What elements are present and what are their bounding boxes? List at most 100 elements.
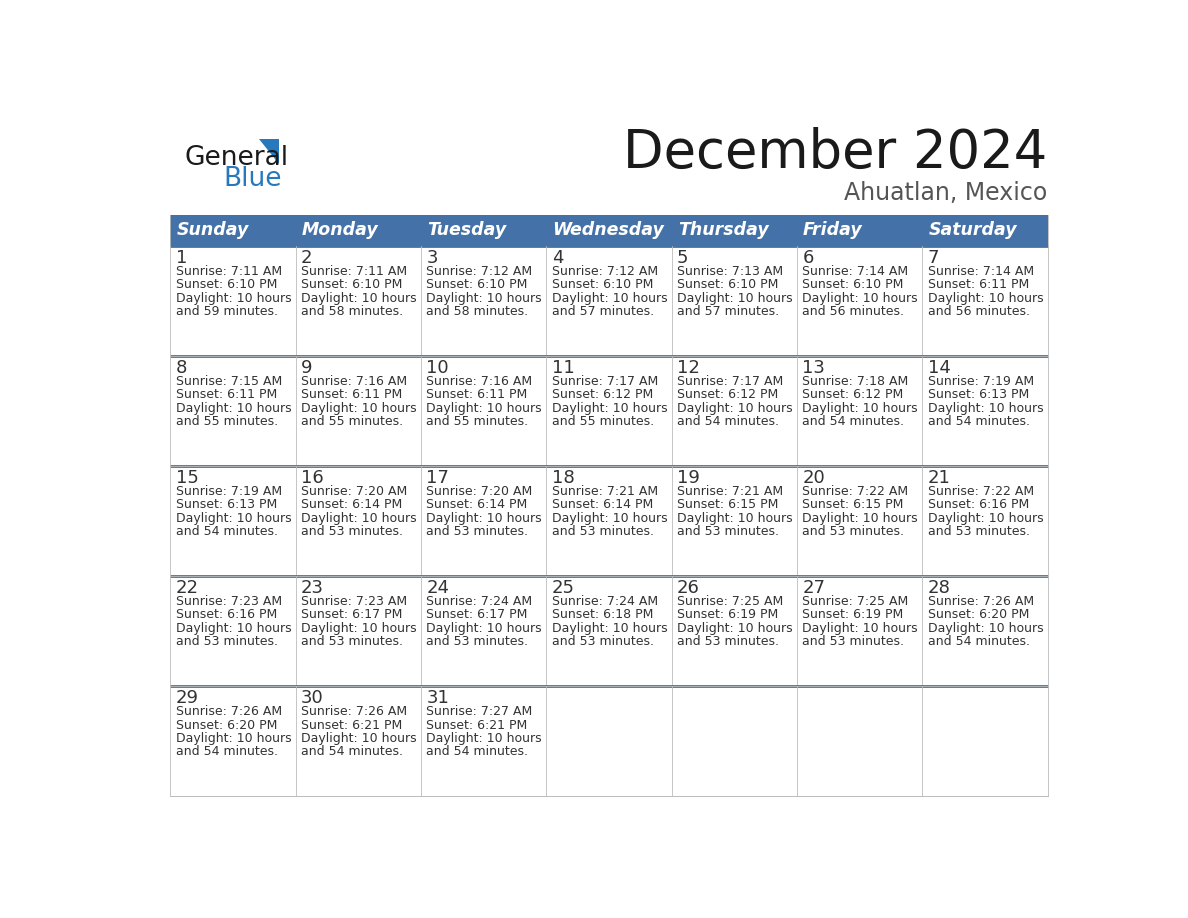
Text: and 55 minutes.: and 55 minutes. bbox=[301, 415, 403, 428]
Text: Daylight: 10 hours: Daylight: 10 hours bbox=[426, 292, 542, 305]
Bar bbox=[296, 686, 421, 796]
Text: Daylight: 10 hours: Daylight: 10 hours bbox=[551, 292, 668, 305]
Text: Sunset: 6:17 PM: Sunset: 6:17 PM bbox=[301, 609, 403, 621]
Text: Sunset: 6:21 PM: Sunset: 6:21 PM bbox=[426, 719, 527, 732]
Bar bbox=[421, 686, 546, 796]
Text: Sunset: 6:15 PM: Sunset: 6:15 PM bbox=[802, 498, 904, 511]
Text: Daylight: 10 hours: Daylight: 10 hours bbox=[301, 621, 417, 635]
Text: Daylight: 10 hours: Daylight: 10 hours bbox=[176, 621, 291, 635]
Bar bbox=[797, 576, 922, 686]
Text: and 53 minutes.: and 53 minutes. bbox=[677, 635, 779, 648]
Bar bbox=[922, 246, 1048, 356]
Text: Daylight: 10 hours: Daylight: 10 hours bbox=[176, 511, 291, 525]
Text: Sunrise: 7:20 AM: Sunrise: 7:20 AM bbox=[426, 485, 532, 498]
Text: Sunrise: 7:26 AM: Sunrise: 7:26 AM bbox=[176, 705, 282, 718]
Bar bbox=[671, 215, 797, 246]
Text: and 53 minutes.: and 53 minutes. bbox=[928, 525, 1030, 538]
Text: and 54 minutes.: and 54 minutes. bbox=[802, 415, 904, 428]
Bar bbox=[421, 466, 546, 576]
Text: and 57 minutes.: and 57 minutes. bbox=[551, 305, 653, 318]
Bar bbox=[797, 466, 922, 576]
Text: Sunset: 6:12 PM: Sunset: 6:12 PM bbox=[677, 388, 778, 401]
Text: Sunrise: 7:14 AM: Sunrise: 7:14 AM bbox=[802, 264, 909, 277]
Text: 18: 18 bbox=[551, 469, 574, 487]
Text: Blue: Blue bbox=[223, 166, 283, 193]
Text: Sunrise: 7:17 AM: Sunrise: 7:17 AM bbox=[677, 375, 783, 387]
Text: Daylight: 10 hours: Daylight: 10 hours bbox=[802, 511, 918, 525]
Text: 31: 31 bbox=[426, 689, 449, 708]
Bar bbox=[421, 246, 546, 356]
Text: Daylight: 10 hours: Daylight: 10 hours bbox=[301, 402, 417, 415]
Text: 15: 15 bbox=[176, 469, 198, 487]
Text: Sunset: 6:11 PM: Sunset: 6:11 PM bbox=[928, 278, 1029, 291]
Text: Daylight: 10 hours: Daylight: 10 hours bbox=[176, 732, 291, 745]
Bar bbox=[296, 215, 421, 246]
Text: and 57 minutes.: and 57 minutes. bbox=[677, 305, 779, 318]
Text: Ahuatlan, Mexico: Ahuatlan, Mexico bbox=[845, 182, 1048, 206]
Text: Sunrise: 7:11 AM: Sunrise: 7:11 AM bbox=[176, 264, 282, 277]
Text: 19: 19 bbox=[677, 469, 700, 487]
Text: Friday: Friday bbox=[803, 221, 862, 240]
Bar bbox=[546, 576, 671, 686]
Bar bbox=[296, 356, 421, 466]
Text: Sunrise: 7:23 AM: Sunrise: 7:23 AM bbox=[301, 595, 407, 608]
Text: and 56 minutes.: and 56 minutes. bbox=[928, 305, 1030, 318]
Text: 6: 6 bbox=[802, 249, 814, 267]
Text: Daylight: 10 hours: Daylight: 10 hours bbox=[928, 292, 1043, 305]
Text: Sunrise: 7:19 AM: Sunrise: 7:19 AM bbox=[928, 375, 1034, 387]
Text: 26: 26 bbox=[677, 579, 700, 598]
Text: and 58 minutes.: and 58 minutes. bbox=[426, 305, 529, 318]
Bar bbox=[671, 356, 797, 466]
Bar bbox=[922, 356, 1048, 466]
Text: Sunset: 6:14 PM: Sunset: 6:14 PM bbox=[301, 498, 403, 511]
Text: Monday: Monday bbox=[302, 221, 379, 240]
Text: and 54 minutes.: and 54 minutes. bbox=[176, 525, 278, 538]
Text: 2: 2 bbox=[301, 249, 312, 267]
Text: 27: 27 bbox=[802, 579, 826, 598]
Text: and 53 minutes.: and 53 minutes. bbox=[426, 525, 529, 538]
Text: and 54 minutes.: and 54 minutes. bbox=[928, 415, 1030, 428]
Text: Sunrise: 7:20 AM: Sunrise: 7:20 AM bbox=[301, 485, 407, 498]
Text: Sunset: 6:19 PM: Sunset: 6:19 PM bbox=[802, 609, 904, 621]
Text: Sunday: Sunday bbox=[176, 221, 248, 240]
Text: Wednesday: Wednesday bbox=[552, 221, 664, 240]
Text: and 54 minutes.: and 54 minutes. bbox=[426, 745, 529, 758]
Text: 4: 4 bbox=[551, 249, 563, 267]
Bar bbox=[797, 686, 922, 796]
Bar bbox=[170, 466, 296, 576]
Text: Sunrise: 7:26 AM: Sunrise: 7:26 AM bbox=[301, 705, 407, 718]
Text: and 53 minutes.: and 53 minutes. bbox=[426, 635, 529, 648]
Text: Sunrise: 7:27 AM: Sunrise: 7:27 AM bbox=[426, 705, 532, 718]
Text: December 2024: December 2024 bbox=[624, 127, 1048, 178]
Text: 24: 24 bbox=[426, 579, 449, 598]
Text: Daylight: 10 hours: Daylight: 10 hours bbox=[301, 511, 417, 525]
Text: Daylight: 10 hours: Daylight: 10 hours bbox=[677, 292, 792, 305]
Text: 10: 10 bbox=[426, 359, 449, 377]
Text: Sunrise: 7:11 AM: Sunrise: 7:11 AM bbox=[301, 264, 407, 277]
Text: and 58 minutes.: and 58 minutes. bbox=[301, 305, 403, 318]
Text: 8: 8 bbox=[176, 359, 187, 377]
Text: Daylight: 10 hours: Daylight: 10 hours bbox=[551, 621, 668, 635]
Text: 28: 28 bbox=[928, 579, 950, 598]
Text: Daylight: 10 hours: Daylight: 10 hours bbox=[928, 511, 1043, 525]
Text: and 55 minutes.: and 55 minutes. bbox=[176, 415, 278, 428]
Text: Daylight: 10 hours: Daylight: 10 hours bbox=[176, 292, 291, 305]
Text: Sunset: 6:10 PM: Sunset: 6:10 PM bbox=[551, 278, 653, 291]
Bar bbox=[296, 466, 421, 576]
Text: 11: 11 bbox=[551, 359, 574, 377]
Text: 25: 25 bbox=[551, 579, 575, 598]
Text: Daylight: 10 hours: Daylight: 10 hours bbox=[426, 511, 542, 525]
Text: Sunrise: 7:24 AM: Sunrise: 7:24 AM bbox=[426, 595, 532, 608]
Text: Sunset: 6:21 PM: Sunset: 6:21 PM bbox=[301, 719, 403, 732]
Text: 20: 20 bbox=[802, 469, 824, 487]
Text: Sunset: 6:11 PM: Sunset: 6:11 PM bbox=[301, 388, 403, 401]
Text: Sunrise: 7:17 AM: Sunrise: 7:17 AM bbox=[551, 375, 658, 387]
Text: Sunrise: 7:15 AM: Sunrise: 7:15 AM bbox=[176, 375, 282, 387]
Bar bbox=[797, 246, 922, 356]
Bar bbox=[170, 246, 296, 356]
Text: Daylight: 10 hours: Daylight: 10 hours bbox=[928, 402, 1043, 415]
Bar bbox=[922, 466, 1048, 576]
Text: Daylight: 10 hours: Daylight: 10 hours bbox=[802, 402, 918, 415]
Text: Sunset: 6:10 PM: Sunset: 6:10 PM bbox=[426, 278, 527, 291]
Text: 13: 13 bbox=[802, 359, 826, 377]
